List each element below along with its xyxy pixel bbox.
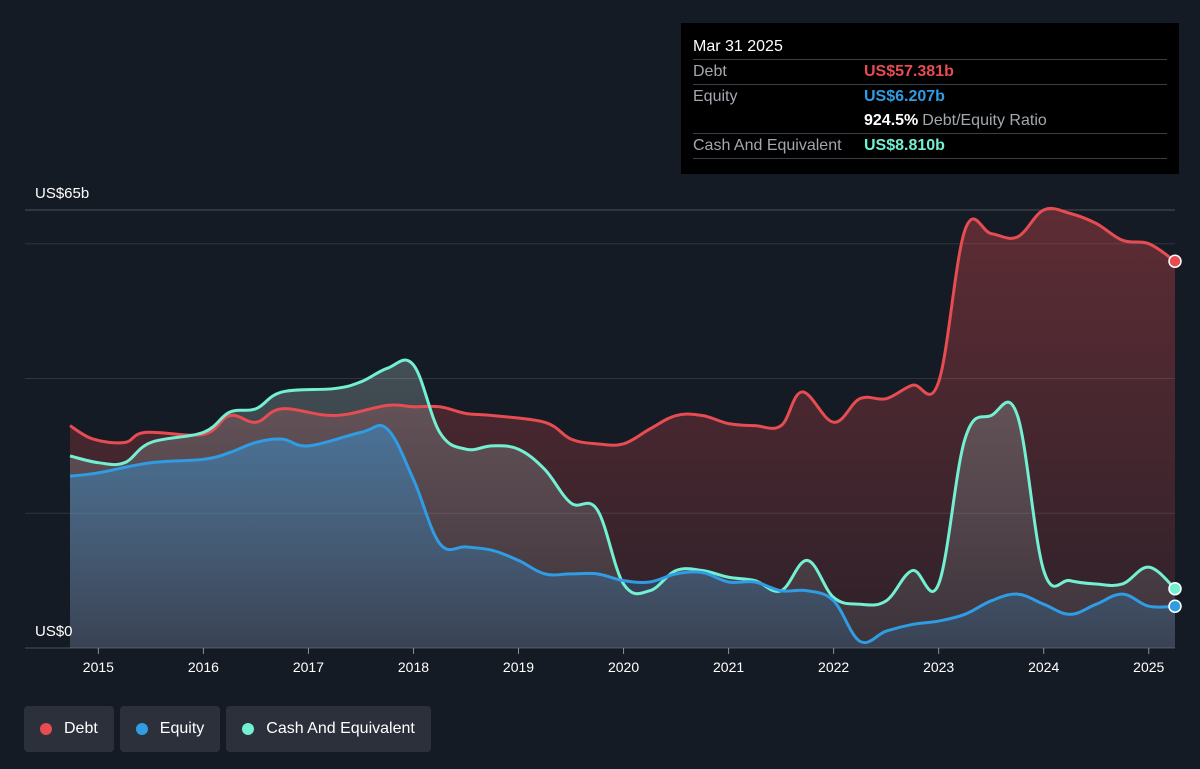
- y-axis-bottom-label: US$0: [35, 623, 73, 640]
- tooltip-ratio-label: Debt/Equity Ratio: [922, 112, 1047, 129]
- tooltip-cash-value: US$8.810b: [864, 137, 945, 154]
- tooltip-row-cash: Cash And Equivalent US$8.810b: [693, 133, 1167, 159]
- x-tick-label: 2021: [713, 659, 744, 675]
- cash-line: [69, 358, 1177, 607]
- cash-end-marker: [1168, 581, 1182, 596]
- tooltip-equity-label: Equity: [693, 88, 738, 105]
- series-lines: [69, 206, 1182, 645]
- legend-dot-cash: [242, 723, 255, 735]
- x-axis: 2015 2016 2017 2018 2019 2020 2021 2022 2023 2024…: [83, 648, 1165, 675]
- tooltip-row-equity: Equity US$6.207b: [693, 84, 1167, 109]
- tooltip-cash-label: Cash And Equivalent: [693, 137, 842, 154]
- legend-dot-debt: [40, 723, 52, 735]
- tooltip-ratio-value: 924.5%: [864, 112, 919, 129]
- x-tick-label: 2025: [1133, 659, 1164, 675]
- equity-area: [70, 425, 1175, 648]
- x-tick-label: 2019: [503, 659, 534, 675]
- legend-label-debt: Debt: [64, 720, 98, 737]
- debt-end-marker: [1168, 254, 1182, 268]
- x-tick-label: 2023: [923, 659, 954, 675]
- series-areas: [70, 208, 1175, 649]
- tooltip-debt-value: US$57.381b: [864, 63, 954, 80]
- x-tick-label: 2020: [608, 659, 639, 675]
- y-axis-top-label: US$65b: [35, 185, 89, 202]
- tooltip-row-ratio: 924.5% Debt/Equity Ratio: [693, 109, 1167, 133]
- tooltip-equity-value: US$6.207b: [864, 88, 945, 105]
- x-tick-label: 2015: [83, 659, 114, 675]
- legend-label-cash: Cash And Equivalent: [266, 720, 415, 737]
- x-tick-label: 2018: [398, 659, 429, 675]
- legend-dot-equity: [135, 723, 148, 735]
- legend-item-equity[interactable]: Equity: [119, 706, 221, 752]
- x-tick-label: 2024: [1028, 659, 1059, 675]
- legend: Debt Equity Cash And Equivalent: [24, 706, 431, 752]
- tooltip-date: Mar 31 2025: [693, 38, 783, 55]
- equity-line: [69, 424, 1176, 645]
- x-tick-label: 2022: [818, 659, 849, 675]
- tooltip-panel: Mar 31 2025 Debt US$57.381b Equity US$6.…: [681, 23, 1179, 174]
- x-tick-label: 2017: [293, 659, 324, 675]
- x-tick-label: 2016: [188, 659, 219, 675]
- legend-item-debt[interactable]: Debt: [24, 706, 114, 752]
- legend-label-equity: Equity: [159, 720, 205, 737]
- debt-line: [69, 206, 1176, 447]
- legend-item-cash[interactable]: Cash And Equivalent: [226, 706, 431, 752]
- equity-end-marker: [1168, 599, 1182, 613]
- tooltip-row-debt: Debt US$57.381b: [693, 59, 1167, 84]
- tooltip-debt-label: Debt: [693, 63, 727, 80]
